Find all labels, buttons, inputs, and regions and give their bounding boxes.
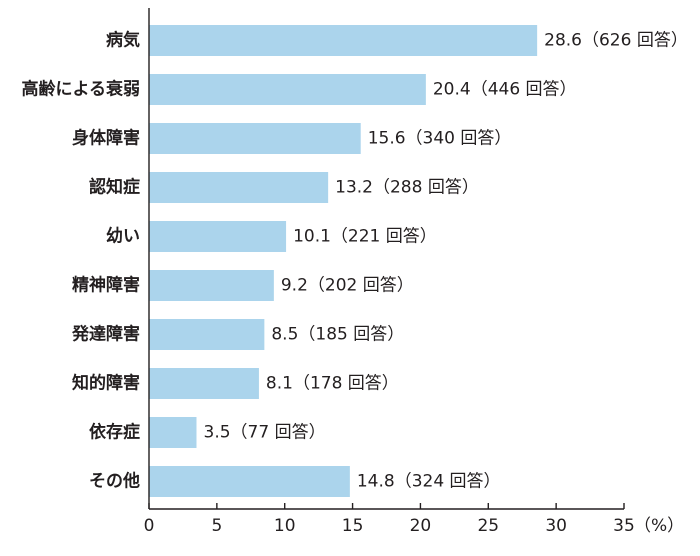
x-tick-label: 25 xyxy=(477,516,499,536)
bar xyxy=(149,221,287,252)
category-label: 知的障害 xyxy=(71,373,140,394)
data-label: 14.8（324 回答） xyxy=(357,472,501,492)
category-label: その他 xyxy=(89,471,140,492)
category-label: 依存症 xyxy=(89,422,140,443)
data-label: 9.2（202 回答） xyxy=(281,276,414,296)
data-label: 3.5（77 回答） xyxy=(204,423,326,443)
data-label: 10.1（221 回答） xyxy=(293,227,437,247)
category-label: 認知症 xyxy=(89,177,140,198)
x-tick-label: 15 xyxy=(342,516,364,536)
category-label: 身体障害 xyxy=(72,128,140,149)
labels-layer: 病気 28.6（626 回答） 高齢による衰弱 20.4（446 回答） 身体障害 15.… xyxy=(22,30,688,492)
bar xyxy=(149,270,274,301)
bar xyxy=(149,319,265,350)
category-label: 高齢による衰弱 xyxy=(22,79,141,100)
bars-layer xyxy=(149,25,538,497)
bar xyxy=(149,172,329,203)
bar xyxy=(149,25,538,56)
category-label: 病気 xyxy=(106,30,140,51)
bar xyxy=(149,123,361,154)
bar xyxy=(149,466,350,497)
data-label: 13.2（288 回答） xyxy=(335,178,479,198)
data-label: 8.5（185 回答） xyxy=(271,325,404,345)
x-tick-label: 35 xyxy=(613,516,635,536)
x-tick-label: 20 xyxy=(410,516,432,536)
bar xyxy=(149,417,197,448)
bar xyxy=(149,368,259,399)
x-tick-label: 30 xyxy=(545,516,567,536)
x-tick-label: 0 xyxy=(144,516,155,536)
x-axis xyxy=(148,8,624,510)
category-label: 精神障害 xyxy=(72,275,140,296)
data-label: 15.6（340 回答） xyxy=(368,129,512,149)
category-label: 幼い xyxy=(106,226,140,247)
data-label: 20.4（446 回答） xyxy=(433,80,577,100)
x-axis-unit: （%） xyxy=(634,516,684,536)
x-tick-label: 5 xyxy=(211,516,222,536)
bar xyxy=(149,74,426,105)
x-tick-label: 10 xyxy=(274,516,296,536)
category-label: 発達障害 xyxy=(71,324,140,345)
ticks-layer: 0 5 10 15 20 25 30 35 xyxy=(144,503,635,536)
data-label: 28.6（626 回答） xyxy=(544,31,688,51)
data-label: 8.1（178 回答） xyxy=(266,374,399,394)
